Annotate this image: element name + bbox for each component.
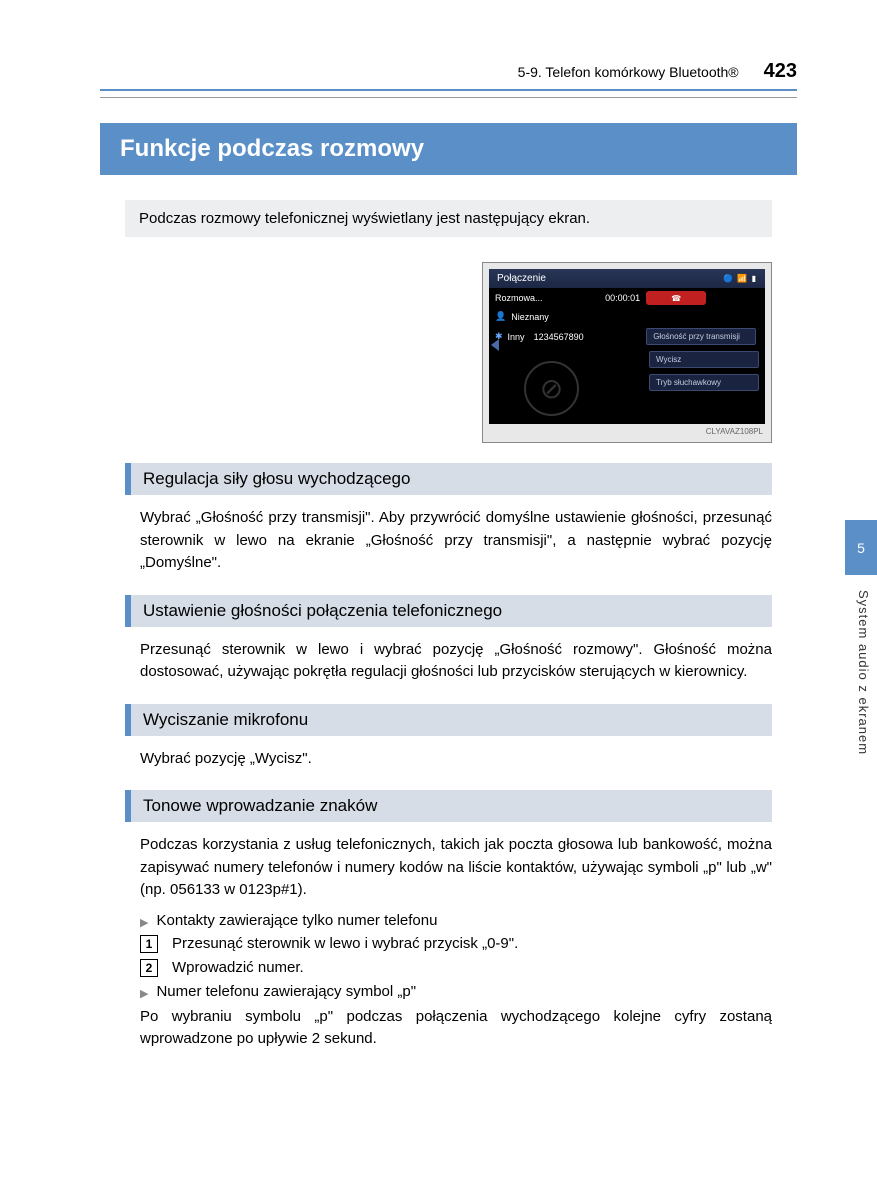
section-body-2: Przesunąć sterownik w lewo i wybrać pozy… (140, 639, 772, 684)
hangup-button[interactable]: ☎ (646, 291, 706, 305)
section-body-1: Wybrać „Głośność przy transmisji". Aby p… (140, 507, 772, 575)
triangle-bullet-icon: ▶ (140, 916, 148, 929)
bullet-p-symbol: ▶ Numer telefonu zawierający symbol „p" (140, 983, 772, 1000)
screenshot-title: Połączenie (497, 273, 546, 284)
section-body-4: Podczas korzystania z usług telefoniczny… (140, 834, 772, 902)
caller-unknown: Nieznany (511, 312, 549, 322)
intro-text: Podczas rozmowy telefonicznej wyświetlan… (125, 200, 772, 237)
step-number-2: 2 (140, 959, 158, 977)
prohibit-icon: ⊘ (524, 361, 579, 416)
header-rule-gray (100, 97, 797, 98)
step-text-2: Wprowadzić numer. (172, 959, 304, 976)
phone-number: 1234567890 (534, 332, 584, 342)
section-reference: 5-9. Telefon komórkowy Bluetooth® (518, 64, 739, 80)
step-text-1: Przesunąć sterownik w lewo i wybrać przy… (172, 935, 518, 952)
header-rule-blue (100, 89, 797, 91)
page-header: 5-9. Telefon komórkowy Bluetooth® 423 (100, 60, 797, 83)
section-body-4b: Po wybraniu symbolu „p" podczas połączen… (140, 1006, 772, 1051)
section-heading-2: Ustawienie głośności połączenia telefoni… (125, 595, 772, 627)
page-title: Funkcje podczas rozmowy (100, 123, 797, 175)
step-2: 2 Wprowadzić numer. (140, 959, 772, 977)
chapter-number: 5 (857, 540, 865, 556)
section-heading-4: Tonowe wprowadzanie znaków (125, 790, 772, 822)
screenshot-caption: CLYAVAZ108PL (489, 424, 765, 436)
section-heading-3: Wyciszanie mikrofonu (125, 704, 772, 736)
screenshot-container: Połączenie 🔵 📶 ▮ Rozmowa... 00:00:01 ☎ 👤 (125, 262, 772, 443)
section-heading-1: Regulacja siły głosu wychodzącego (125, 463, 772, 495)
left-arrow-icon (491, 339, 499, 351)
status-icons: 🔵 📶 ▮ (723, 274, 757, 283)
triangle-bullet-icon: ▶ (140, 987, 148, 1000)
chapter-tab: 5 (845, 520, 877, 575)
volume-transmission-button[interactable]: Głośność przy transmisji (646, 328, 756, 345)
bullet-text-2: Numer telefonu zawierający symbol „p" (156, 983, 416, 1000)
manual-page: 5-9. Telefon komórkowy Bluetooth® 423 Fu… (0, 0, 877, 1200)
device-screenshot: Połączenie 🔵 📶 ▮ Rozmowa... 00:00:01 ☎ 👤 (482, 262, 772, 443)
section-body-3: Wybrać pozycję „Wycisz". (140, 748, 772, 771)
call-timer: 00:00:01 (605, 293, 640, 303)
bullet-contacts-only: ▶ Kontakty zawierające tylko numer telef… (140, 912, 772, 929)
bullet-text-1: Kontakty zawierające tylko numer telefon… (156, 912, 437, 929)
call-label: Rozmowa... (495, 293, 543, 303)
step-1: 1 Przesunąć sterownik w lewo i wybrać pr… (140, 935, 772, 953)
person-icon: 👤 (495, 311, 506, 322)
handset-mode-button[interactable]: Tryb słuchawkowy (649, 374, 759, 391)
page-number: 423 (764, 60, 797, 83)
mute-button[interactable]: Wycisz (649, 351, 759, 368)
chapter-label: System audio z ekranem (856, 590, 871, 755)
caller-other: Inny (508, 332, 525, 342)
phone-icon: ☎ (671, 294, 681, 303)
step-number-1: 1 (140, 935, 158, 953)
